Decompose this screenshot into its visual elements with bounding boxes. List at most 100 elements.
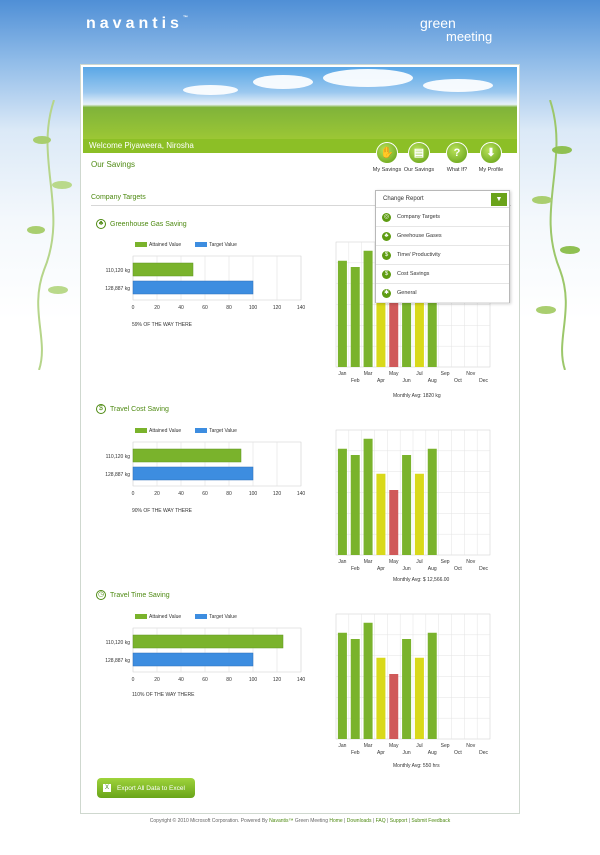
footer-link-downloads[interactable]: Downloads: [346, 818, 372, 824]
x-tick-label: 40: [178, 305, 184, 311]
menu-item-label: Company Targets: [397, 214, 441, 220]
bar-aug: [427, 632, 437, 739]
bar-target: [132, 466, 254, 481]
x-tick-label: 80: [226, 305, 232, 311]
x-tick-label: Oct: [454, 378, 462, 384]
bar-attained: [132, 634, 284, 649]
footer-link-feedback[interactable]: Submit Feedback: [411, 818, 451, 824]
x-tick-label: Sep: [441, 371, 450, 377]
bar-jun: [402, 267, 412, 367]
monthly-avg: Monthly Avg: 550 hrs: [393, 763, 440, 769]
x-tick-label: 120: [273, 305, 282, 311]
chart-legend: Attained Value Target Value: [135, 614, 237, 620]
banner-image: [83, 67, 517, 139]
y-tick-label: 128,887 kg: [105, 658, 130, 664]
nav-our-savings[interactable]: ▤ Our Savings: [399, 142, 439, 173]
chevron-down-icon[interactable]: ▼: [491, 193, 507, 206]
footer-link-support[interactable]: Support: [389, 818, 408, 824]
x-tick-label: Aug: [428, 378, 437, 384]
menu-item-cost-savings[interactable]: $ Cost Savings: [376, 265, 509, 284]
logo-tm: ™: [182, 15, 188, 21]
y-tick-label: 110,120 kg: [106, 640, 131, 646]
target-icon: ◎: [382, 212, 391, 222]
x-tick-label: 80: [226, 677, 232, 683]
bar-jan: [337, 448, 347, 555]
change-report-dropdown[interactable]: Change Report ▼ ◎ Company Targets ♣ Greehou…: [375, 190, 510, 303]
menu-item-general[interactable]: ✱ General: [376, 284, 509, 303]
footer-suffix: Green Meeting: [294, 818, 328, 824]
bar-may: [389, 302, 399, 367]
legend-attained: Attained Value: [135, 242, 181, 248]
nav-what-if[interactable]: ? What If?: [437, 142, 477, 173]
gear-icon: ✱: [382, 288, 391, 298]
x-tick-label: 140: [297, 677, 305, 683]
export-label: Export All Data to Excel: [117, 784, 185, 792]
logo-line2: meeting: [446, 29, 493, 44]
section-title-text: Greenhouse Gas Saving: [110, 220, 187, 228]
x-tick-label: Aug: [428, 750, 437, 756]
x-tick-label: 40: [178, 677, 184, 683]
nav-my-profile[interactable]: ⬇ My Profile: [471, 142, 511, 173]
chart-legend: Attained Value Target Value: [135, 242, 237, 248]
bar-aug: [427, 260, 437, 367]
bar-apr: [376, 285, 386, 367]
navantis-logo: navantis™: [86, 15, 188, 33]
footer-brand-link[interactable]: Navantis™: [269, 818, 294, 824]
dollar-icon: $: [96, 404, 106, 414]
bar-jul: [414, 473, 424, 555]
x-tick-label: Mar: [364, 371, 373, 377]
hbar-chart-travel-time: 0 20 40 60 80 100 120 140 110,120 kg 128,887 kg: [105, 627, 305, 683]
bar-mar: [363, 250, 373, 367]
section-title-greenhouse: ♣ Greenhouse Gas Saving: [96, 219, 187, 229]
nav-label: My Savings: [372, 167, 402, 173]
hand-icon: ✋: [376, 142, 398, 164]
bar-jul: [414, 285, 424, 367]
menu-item-label: Time/ Productivity: [397, 252, 441, 258]
tree-icon: ♣: [96, 219, 106, 229]
x-tick-label: 100: [249, 677, 258, 683]
tree-icon: ♣: [382, 231, 391, 241]
bar-feb: [350, 267, 360, 367]
footer-link-home[interactable]: Home: [329, 818, 343, 824]
legend-attained: Attained Value: [135, 428, 181, 434]
chart-legend: Attained Value Target Value: [135, 428, 237, 434]
bar-may: [389, 674, 399, 739]
x-tick-label: 120: [273, 491, 282, 497]
monthly-avg: Monthly Avg: $ 12,566.00: [393, 577, 450, 583]
legend-target: Target Value: [195, 242, 237, 248]
x-tick-label: 40: [178, 491, 184, 497]
bar-attained: [132, 262, 194, 277]
x-tick-label: 140: [297, 491, 305, 497]
bar-target: [132, 280, 254, 295]
bar-mar: [363, 438, 373, 555]
x-tick-label: 60: [202, 491, 208, 497]
export-excel-button[interactable]: X Export All Data to Excel: [97, 778, 195, 798]
nav-label: Our Savings: [403, 167, 435, 173]
y-tick-label: 128,887 kg: [105, 472, 130, 478]
menu-item-company-targets[interactable]: ◎ Company Targets: [376, 208, 509, 227]
footer: Copyright © 2010 Microsoft Corporation. …: [149, 818, 451, 824]
footer-copyright: Copyright © 2010 Microsoft Corporation. …: [149, 818, 268, 824]
x-tick-label: 20: [154, 305, 160, 311]
x-tick-label: Mar: [364, 559, 373, 565]
menu-item-greenhouse-gases[interactable]: ♣ Greehouse Gases: [376, 227, 509, 246]
nav-my-savings[interactable]: ✋ My Savings: [367, 142, 407, 173]
x-tick-label: 100: [249, 491, 258, 497]
dropdown-label: Change Report: [383, 196, 424, 202]
menu-item-label: Greehouse Gases: [397, 233, 442, 239]
x-tick-label: Nov: [466, 371, 475, 377]
menu-item-time-productivity[interactable]: $ Time/ Productivity: [376, 246, 509, 265]
bar-apr: [376, 473, 386, 555]
left-vine-decoration: [27, 100, 72, 370]
bar-jun: [402, 639, 412, 739]
nav-label: What If?: [446, 167, 468, 173]
y-tick-label: 110,120 kg: [106, 268, 131, 274]
x-tick-label: 0: [132, 305, 135, 311]
change-report-toggle[interactable]: Change Report ▼: [376, 191, 509, 208]
x-tick-label: 0: [132, 677, 135, 683]
nav-label: My Profile: [478, 167, 504, 173]
footer-link-faq[interactable]: FAQ: [375, 818, 386, 824]
bar-jan: [337, 632, 347, 739]
x-tick-label: Jan: [338, 371, 346, 377]
monthly-chart-travel-time: Jan Feb Mar Apr May Jun Jul Aug Sep Oct Nov Dec: [335, 613, 491, 756]
